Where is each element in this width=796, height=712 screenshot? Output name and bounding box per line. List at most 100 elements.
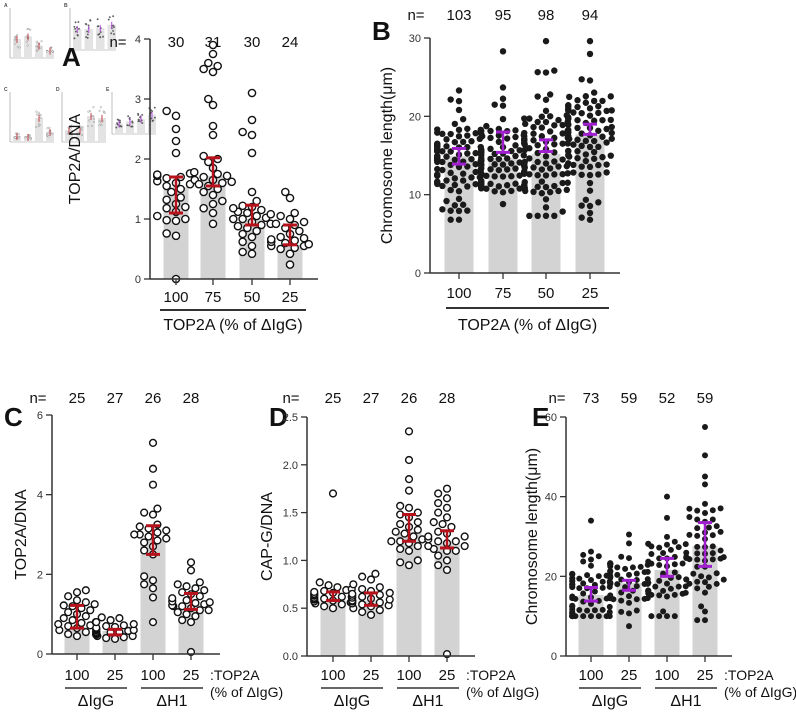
data-point [499, 115, 507, 123]
data-point [349, 580, 358, 589]
thumbnail-point [113, 33, 115, 36]
x-tick-label: 25 [439, 667, 456, 684]
data-point [148, 593, 158, 602]
data-point [491, 188, 498, 195]
data-point [503, 166, 511, 173]
data-point [434, 171, 441, 178]
data-point [451, 138, 459, 146]
data-point [276, 211, 285, 221]
data-point [569, 570, 576, 577]
error-bar [70, 603, 84, 630]
data-point [451, 175, 459, 182]
data-point [576, 585, 583, 592]
data-point [434, 498, 443, 508]
thumbnail-bar [115, 123, 123, 134]
data-point [590, 97, 598, 105]
data-point [686, 580, 693, 587]
data-point [599, 578, 606, 585]
data-point [559, 170, 566, 178]
thumbnail-point [86, 30, 89, 33]
data-point [565, 126, 572, 134]
data-point [660, 608, 667, 615]
x-tick-label: 25 [697, 667, 714, 684]
data-point [709, 543, 716, 550]
n-count-label: 95 [495, 7, 512, 24]
panel-a: An=3031302401234TOP2A/DNA100755025TOP2A … [62, 34, 318, 334]
data-point [478, 146, 485, 153]
thumbnail-point [39, 113, 42, 116]
y-tick-label: 3 [135, 94, 141, 106]
panel-letter: A [62, 42, 81, 72]
data-point [667, 585, 674, 592]
data-point [499, 48, 507, 55]
x-tick-label: 100 [140, 667, 165, 684]
data-point [694, 585, 701, 592]
data-point [478, 127, 485, 134]
data-point [586, 143, 594, 151]
data-point [542, 69, 550, 76]
data-point [675, 583, 682, 590]
data-point [570, 109, 577, 116]
data-point [538, 133, 546, 140]
data-point [555, 187, 562, 195]
data-point [521, 168, 528, 175]
panel-e: En= 73 59 52 59 0 20 40 60 Chromosome length(μm) 1… [524, 390, 796, 710]
data-point [459, 138, 467, 146]
data-point [530, 164, 537, 171]
y-axis-label: TOP2A/DNA [13, 489, 30, 580]
thumbnail-bar [126, 121, 134, 134]
data-point [191, 598, 200, 608]
data-point [530, 137, 537, 144]
thumbnail-point [128, 124, 131, 127]
data-point [551, 67, 558, 74]
data-point [119, 633, 128, 642]
data-point [709, 556, 716, 563]
error-bar [283, 223, 297, 247]
data-point [607, 560, 614, 567]
data-point [578, 142, 585, 150]
data-point [439, 166, 446, 174]
data-point [574, 116, 581, 124]
data-point [491, 101, 498, 108]
data-point [675, 574, 682, 581]
data-point [667, 546, 674, 553]
thumbnail-point [77, 132, 80, 135]
data-point [92, 618, 101, 627]
n-count-label: 73 [583, 390, 600, 407]
data-point [538, 166, 546, 173]
data-point [565, 121, 572, 128]
error-bar [206, 156, 220, 188]
thumbnail-point [48, 126, 51, 129]
data-point [582, 93, 590, 100]
data-point [153, 504, 162, 513]
data-point [162, 106, 171, 116]
data-point [404, 561, 414, 570]
data-point [443, 136, 450, 143]
data-point [285, 260, 295, 269]
panel-b: Bn= 103 95 98 94 0 10 20 30 Chromosome length(μm)… [372, 7, 620, 334]
thumbnail-bar [65, 130, 73, 142]
data-point [459, 177, 467, 184]
data-point [608, 123, 615, 131]
data-point [247, 115, 257, 125]
data-point [588, 577, 594, 584]
data-point [409, 532, 418, 541]
data-point [626, 571, 632, 578]
data-point [546, 188, 554, 196]
thumbnail-point [36, 113, 39, 116]
data-point [709, 532, 716, 539]
data-point [324, 581, 333, 590]
data-point [652, 583, 659, 590]
data-point [247, 232, 257, 242]
data-point [199, 172, 208, 182]
data-point [238, 247, 247, 257]
thumbnail-panel: C [4, 87, 54, 143]
thumbnail-point [29, 28, 32, 31]
data-point [491, 161, 498, 168]
data-point [521, 159, 528, 166]
data-point [690, 570, 697, 577]
data-point [320, 594, 329, 603]
data-point [626, 623, 632, 630]
thumbnail-point [18, 46, 21, 49]
data-point [199, 187, 208, 197]
